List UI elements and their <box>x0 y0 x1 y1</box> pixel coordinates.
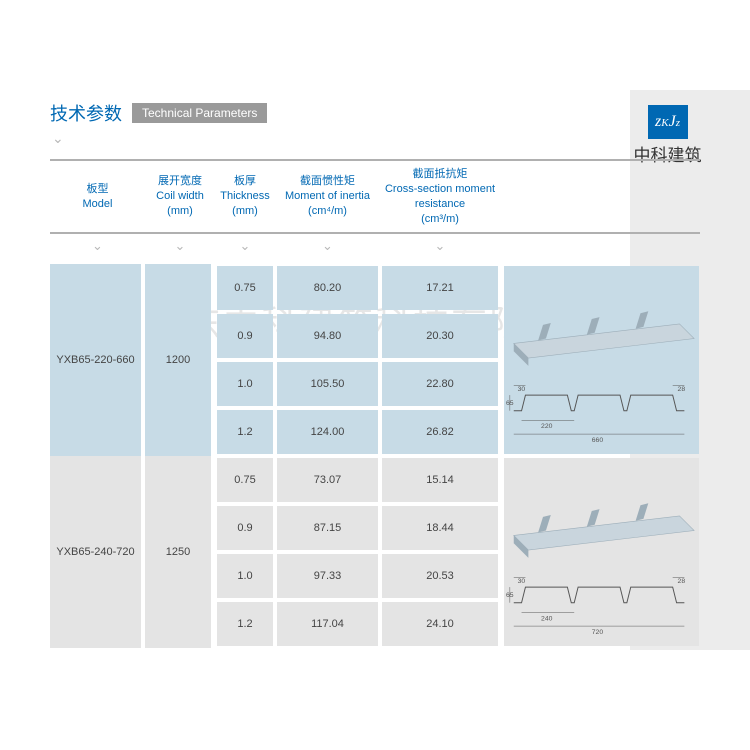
cell-moment: 87.15 <box>277 506 378 550</box>
cell-coilwidth: 1250 <box>145 456 211 648</box>
svg-text:660: 660 <box>592 437 604 444</box>
table-row: 0.994.8020.30 <box>215 312 500 360</box>
cell-model: YXB65-220-660 <box>50 264 141 456</box>
col-en: Model <box>50 197 145 212</box>
table-row: 1.2124.0026.82 <box>215 408 500 456</box>
col-header-model: 板型 Model <box>50 167 145 226</box>
col-en: Thickness <box>215 189 275 204</box>
svg-text:28: 28 <box>678 579 686 586</box>
col-cn: 展开宽度 <box>145 174 215 189</box>
chevron-down-icon: ⌄ <box>275 238 380 254</box>
cell-thickness: 0.9 <box>217 506 273 550</box>
col-cn: 板型 <box>50 182 145 197</box>
chevron-down-icon: ⌄ <box>215 238 275 254</box>
chevron-down-icon: ⌄ <box>380 238 500 254</box>
col-header-moment: 截面惯性矩 Moment of inertia (cm⁴/m) <box>275 167 380 226</box>
col-header-cross: 截面抵抗矩 Cross-section moment resistance (c… <box>380 167 500 226</box>
col-en: Coil width <box>145 189 215 204</box>
table-row: 1.097.3320.53 <box>215 552 500 600</box>
cell-cross: 20.53 <box>382 554 498 598</box>
cell-thickness: 0.75 <box>217 266 273 310</box>
chevron-down-icon: ⌄ <box>52 130 700 147</box>
col-unit: (cm³/m) <box>380 212 500 227</box>
svg-text:30: 30 <box>518 579 526 586</box>
cell-moment: 80.20 <box>277 266 378 310</box>
col-header-coilwidth: 展开宽度 Coil width (mm) <box>145 167 215 226</box>
chevron-down-icon: ⌄ <box>145 238 215 254</box>
table-row: 0.7573.0715.14 <box>215 456 500 504</box>
cell-moment: 73.07 <box>277 458 378 502</box>
col-unit: (mm) <box>215 204 275 219</box>
cell-thickness: 1.2 <box>217 602 273 646</box>
cell-coilwidth: 1200 <box>145 264 211 456</box>
table-row: 0.987.1518.44 <box>215 504 500 552</box>
profile-svg: 30 28 65 240 720 <box>504 462 699 642</box>
cell-thickness: 1.2 <box>217 410 273 454</box>
cell-cross: 17.21 <box>382 266 498 310</box>
cell-moment: 117.04 <box>277 602 378 646</box>
section-header: 技术参数 Technical Parameters <box>50 100 700 126</box>
table-row: 0.7580.2017.21 <box>215 264 500 312</box>
cell-moment: 124.00 <box>277 410 378 454</box>
col-cn: 截面抵抗矩 <box>380 167 500 182</box>
section-title-cn: 技术参数 <box>50 100 122 126</box>
cell-cross: 18.44 <box>382 506 498 550</box>
table-header-row: 板型 Model 展开宽度 Coil width (mm) 板厚 Thickne… <box>50 159 700 234</box>
cell-model: YXB65-240-720 <box>50 456 141 648</box>
svg-text:220: 220 <box>541 424 553 431</box>
cell-moment: 97.33 <box>277 554 378 598</box>
chevron-row: ⌄ ⌄ ⌄ ⌄ ⌄ <box>50 238 700 254</box>
col-en: Cross-section moment resistance <box>380 182 500 212</box>
cell-cross: 20.30 <box>382 314 498 358</box>
col-cn: 板厚 <box>215 174 275 189</box>
cell-thickness: 1.0 <box>217 554 273 598</box>
cell-cross: 24.10 <box>382 602 498 646</box>
cell-cross: 15.14 <box>382 458 498 502</box>
cell-moment: 94.80 <box>277 314 378 358</box>
cell-thickness: 0.75 <box>217 458 273 502</box>
table-body: YXB65-220-66012000.7580.2017.210.994.802… <box>50 264 700 648</box>
col-unit: (cm⁴/m) <box>275 204 380 219</box>
chevron-down-icon: ⌄ <box>50 238 145 254</box>
col-cn: 截面惯性矩 <box>275 174 380 189</box>
cell-moment: 105.50 <box>277 362 378 406</box>
table-group: YXB65-240-72012500.7573.0715.140.987.151… <box>50 456 700 648</box>
table-row: 1.0105.5022.80 <box>215 360 500 408</box>
cell-thickness: 0.9 <box>217 314 273 358</box>
cell-cross: 22.80 <box>382 362 498 406</box>
content-area: 技术参数 Technical Parameters ⌄ 板型 Model 展开宽… <box>50 100 700 648</box>
col-header-thickness: 板厚 Thickness (mm) <box>215 167 275 226</box>
svg-text:720: 720 <box>592 629 604 636</box>
section-title-en: Technical Parameters <box>132 103 267 123</box>
col-unit: (mm) <box>145 204 215 219</box>
svg-text:240: 240 <box>541 616 553 623</box>
cell-cross: 26.82 <box>382 410 498 454</box>
table-group: YXB65-220-66012000.7580.2017.210.994.802… <box>50 264 700 456</box>
svg-text:30: 30 <box>518 387 526 394</box>
profile-diagram: 30 28 65 220 660 <box>504 266 699 454</box>
col-en: Moment of inertia <box>275 189 380 204</box>
table-row: 1.2117.0424.10 <box>215 600 500 648</box>
svg-text:28: 28 <box>678 387 686 394</box>
profile-diagram: 30 28 65 240 720 <box>504 458 699 646</box>
cell-thickness: 1.0 <box>217 362 273 406</box>
profile-svg: 30 28 65 220 660 <box>504 270 699 450</box>
